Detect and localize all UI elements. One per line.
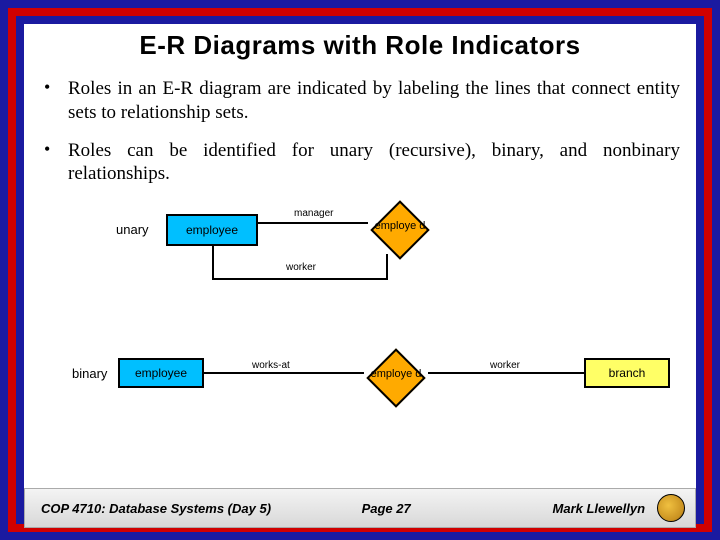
binary-relationship-label: employe d: [366, 368, 426, 380]
unary-line-bottom: [212, 278, 386, 280]
bullet-1: • Roles in an E-R diagram are indicated …: [24, 73, 696, 135]
bullet-1-text: Roles in an E-R diagram are indicated by…: [68, 77, 680, 125]
bullet-marker: •: [44, 77, 68, 125]
unary-relationship-label: employe d: [370, 220, 430, 232]
unary-type-label: unary: [116, 222, 149, 237]
binary-entity-branch: branch: [584, 358, 670, 388]
binary-role-worker: worker: [490, 360, 520, 371]
binary-line-right: [428, 372, 584, 374]
unary-line-left-drop: [212, 246, 214, 280]
slide-footer: COP 4710: Database Systems (Day 5) Page …: [24, 488, 696, 528]
er-diagram: unary employee manager worker employe d …: [24, 200, 696, 450]
unary-line-right-rise: [386, 254, 388, 280]
unary-line-top: [258, 222, 368, 224]
ucf-logo-icon: [657, 494, 685, 522]
bullet-2: • Roles can be identified for unary (rec…: [24, 135, 696, 197]
binary-line-left: [204, 372, 364, 374]
unary-role-worker: worker: [286, 262, 316, 273]
footer-course: COP 4710: Database Systems (Day 5): [25, 501, 300, 516]
binary-role-works-at: works-at: [252, 360, 290, 371]
slide-content: E-R Diagrams with Role Indicators • Role…: [24, 24, 696, 484]
binary-type-label: binary: [72, 366, 107, 381]
unary-role-manager: manager: [294, 208, 333, 219]
bullet-marker: •: [44, 139, 68, 187]
unary-entity-employee: employee: [166, 214, 258, 246]
bullet-2-text: Roles can be identified for unary (recur…: [68, 139, 680, 187]
binary-entity-employee: employee: [118, 358, 204, 388]
slide-title: E-R Diagrams with Role Indicators: [24, 30, 696, 61]
footer-page: Page 27: [300, 501, 473, 516]
